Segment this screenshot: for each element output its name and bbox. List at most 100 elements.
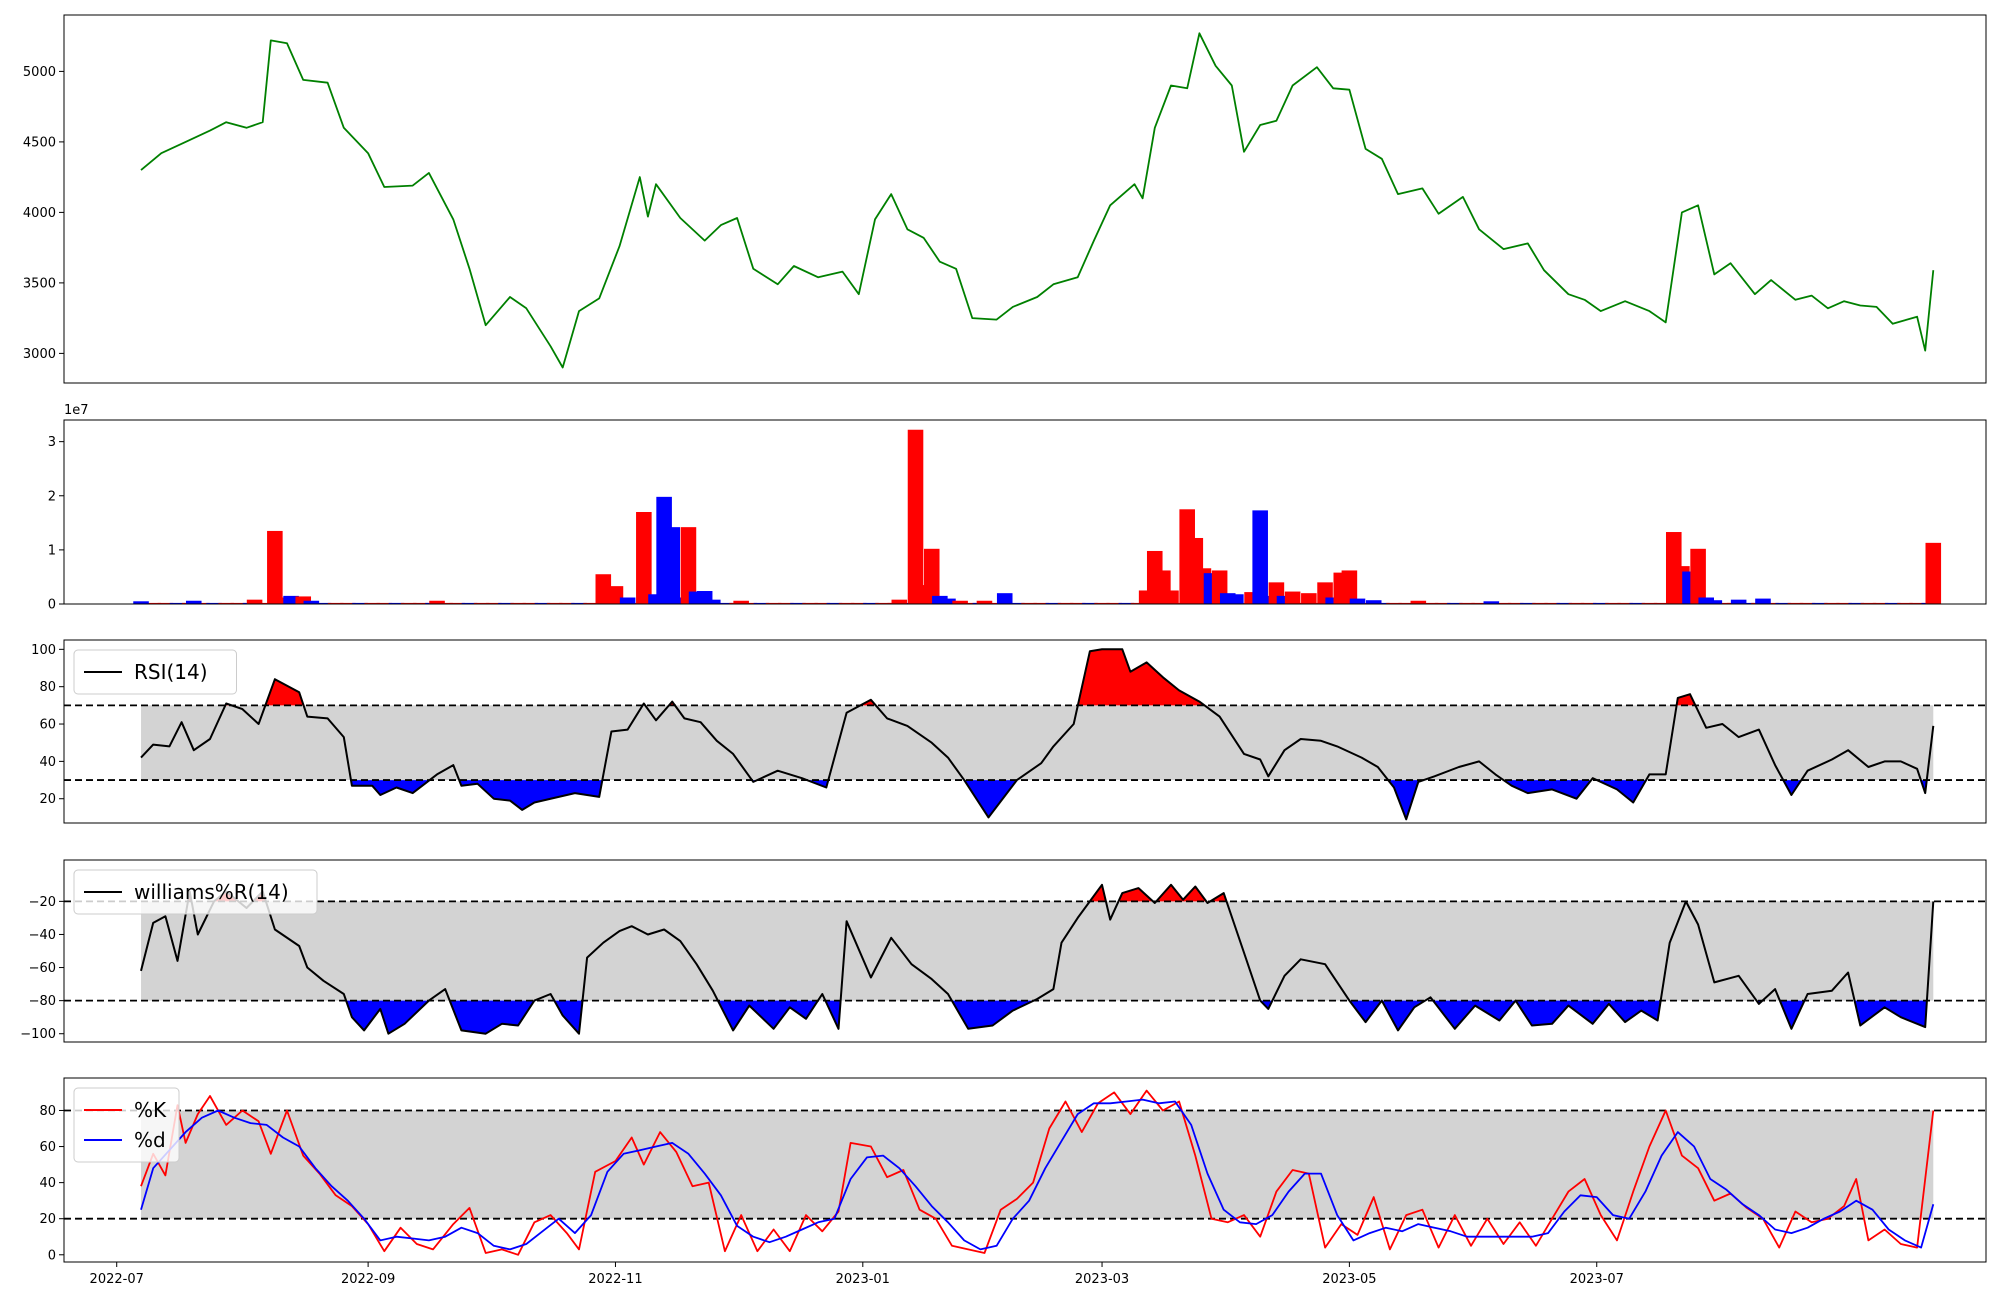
volume-bar [952,600,968,604]
volume-bar [607,586,624,604]
williams-oversold-fill [951,1000,1034,1029]
volume-bar [704,599,721,604]
volume-bar [1544,602,1560,604]
volume-bar [1365,600,1382,604]
volume-bar [1884,602,1901,604]
volume-bar [753,602,770,604]
volume-bar [133,601,149,604]
volume-bar [1755,598,1771,604]
volume-bar [1520,602,1536,604]
rsi-panel: 20 40 60 80 100 RSI(14) [31,639,1987,824]
volume-bar [315,602,332,604]
volume-bar [1459,602,1475,604]
rsi-overbought-fill [265,679,304,706]
x-tick-label: 2023-07 [1570,1272,1624,1287]
rsi-oversold-fill [459,780,603,810]
volume-bar [619,597,636,604]
stochastic-frame [63,1077,1987,1263]
volume-bar [1483,601,1500,604]
volume-bar [230,602,247,604]
williams-oversold-fill [554,1000,583,1034]
stochastic-ytick-label: 40 [39,1176,56,1191]
rsi-legend-box [73,649,237,695]
volume-bar [648,594,664,604]
volume-bar [907,429,924,604]
williams-oversold-fill [1381,1000,1426,1031]
volume-bar [863,602,879,604]
volume-bar [194,602,210,604]
volume-bar [352,602,368,604]
volume-bar [364,602,380,604]
volume-bar [449,602,466,604]
volume-bar [1617,602,1633,604]
volume-bar [741,602,758,604]
volume-bar [1410,600,1427,604]
volume-bar [814,602,831,604]
volume-bar [267,530,283,604]
price-ytick-label: 3500 [23,276,56,291]
volume-bar [1422,602,1439,604]
volume-bar [1580,602,1597,604]
volume-bar [254,602,271,604]
stochastic-neutral-band [141,1110,1934,1219]
williams-neutral-band [141,901,1934,1001]
volume-bar [1811,602,1828,604]
volume-bar [1374,602,1390,604]
rsi-line [140,648,1935,821]
volume-bar [1730,599,1747,604]
volume-bar [802,602,818,604]
volume-bar [595,574,612,604]
rsi-ytick-label: 100 [31,643,56,658]
x-tick-label: 2022-07 [90,1272,144,1287]
volume-bar [1860,602,1877,604]
volume-bar [1301,593,1317,604]
volume-bar [1787,602,1804,604]
rsi-neutral-band [141,705,1934,781]
volume-bar [790,602,806,604]
williams-oversold-fill [1515,1000,1661,1026]
x-tick-label: 2022-09 [341,1272,395,1287]
volume-bar [486,602,502,604]
volume-bar [1163,590,1179,604]
volume-bar [283,595,299,604]
volume-bar [295,596,312,604]
volume-bar [583,602,599,604]
volume-bar [1069,602,1086,604]
volume-bar [145,602,161,604]
williams-oversold-fill [449,1000,535,1034]
volume-bar [1775,602,1792,604]
volume-panel: 0 1 2 3 1e7 [48,403,1987,613]
x-tick-label: 2022-11 [588,1272,642,1287]
volume-bar [680,527,697,604]
williams-oversold-fill [1854,1000,1927,1028]
williams-oversold-fill [717,1000,818,1031]
stochastic-ytick-label: 60 [39,1140,56,1155]
stochastic-panel: 0 20 40 60 80 %K %d [39,1077,1987,1263]
volume-bar [522,602,539,604]
volume-bar [388,602,405,604]
volume-bar [510,602,526,604]
rsi-ytick-label: 20 [39,792,56,807]
volume-bar [1738,602,1755,604]
volume-bar [1094,602,1110,604]
volume-bar [1653,602,1670,604]
volume-bar [1244,592,1260,604]
volume-bar [206,602,222,604]
volume-ytick-label: 0 [48,598,56,613]
volume-bar [777,602,794,604]
volume-bar [1641,602,1658,604]
volume-bar [838,602,855,604]
stochastic-ytick-label: 80 [39,1104,56,1119]
volume-bar [1260,595,1277,604]
volume-bar [1872,602,1889,604]
williams-line [140,883,1935,1035]
volume-bar [1909,602,1925,604]
volume-bar [636,512,652,604]
rsi-oversold-fill [964,780,1017,818]
volume-bar [899,602,916,604]
williams-r-panel: −20 −40 −60 −80 −100 williams%R(14) [20,859,1987,1043]
volume-bar [1349,598,1366,604]
volume-bar [1836,602,1852,604]
williams-frame [63,859,1987,1043]
